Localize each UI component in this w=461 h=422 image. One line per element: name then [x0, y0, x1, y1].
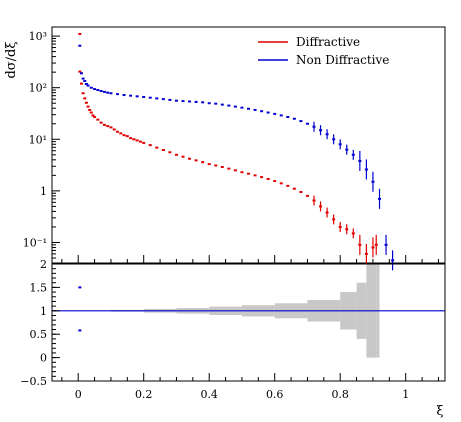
ratio-panel-frame	[51, 263, 446, 382]
top-y-tick-label: 10¹	[29, 133, 47, 146]
ratio-y-tick-label: 0	[40, 352, 47, 365]
top-y-ticks: 10³ 10² 10¹ 1 10⁻¹	[23, 30, 60, 264]
ratio-y-tick-label: 1.5	[30, 281, 48, 294]
top-y-tick-label: 10⁻¹	[23, 236, 47, 249]
x-axis-label: ξ	[436, 404, 443, 419]
series-non-diffractive	[78, 44, 395, 271]
x-tick-label: 1	[402, 388, 409, 401]
ratio-y-tick-label: −0.5	[20, 375, 47, 388]
ratio-y-tick-label: 1	[40, 305, 47, 318]
ratio-x-ticks: 0 0.2 0.4 0.6 0.8 1	[61, 373, 439, 401]
ratio-y-tick-label: 0.5	[30, 328, 48, 341]
legend-label-diffractive: Diffractive	[296, 35, 360, 49]
ratio-y-tick-label: 2	[40, 258, 47, 271]
x-tick-label: 0.2	[135, 388, 153, 401]
top-x-ticks	[61, 255, 439, 263]
x-tick-label: 0.6	[266, 388, 284, 401]
x-tick-label: 0.4	[200, 388, 218, 401]
top-panel-frame	[51, 26, 446, 264]
y-axis-label: dσ/dξ	[4, 41, 19, 78]
x-tick-label: 0.8	[331, 388, 349, 401]
series-diffractive	[78, 32, 378, 264]
x-tick-label: 0	[75, 388, 82, 401]
ratio-points	[78, 286, 82, 332]
ratio-panel: 2 1.5 1 0.5 0 −0.5 0 0.2 0.4 0.6 0.8 1 ξ	[20, 258, 446, 419]
top-y-tick-label: 1	[40, 185, 47, 198]
legend: Diffractive Non Diffractive	[258, 35, 389, 67]
legend-label-non-diffractive: Non Diffractive	[296, 53, 389, 67]
top-series	[78, 32, 395, 271]
top-panel: 10³ 10² 10¹ 1 10⁻¹ dσ/dξ Diffractive Non Dif…	[4, 26, 446, 271]
ratio-y-ticks: 2 1.5 1 0.5 0 −0.5	[20, 258, 60, 388]
top-y-tick-label: 10²	[29, 82, 47, 95]
top-y-tick-label: 10³	[29, 30, 47, 43]
